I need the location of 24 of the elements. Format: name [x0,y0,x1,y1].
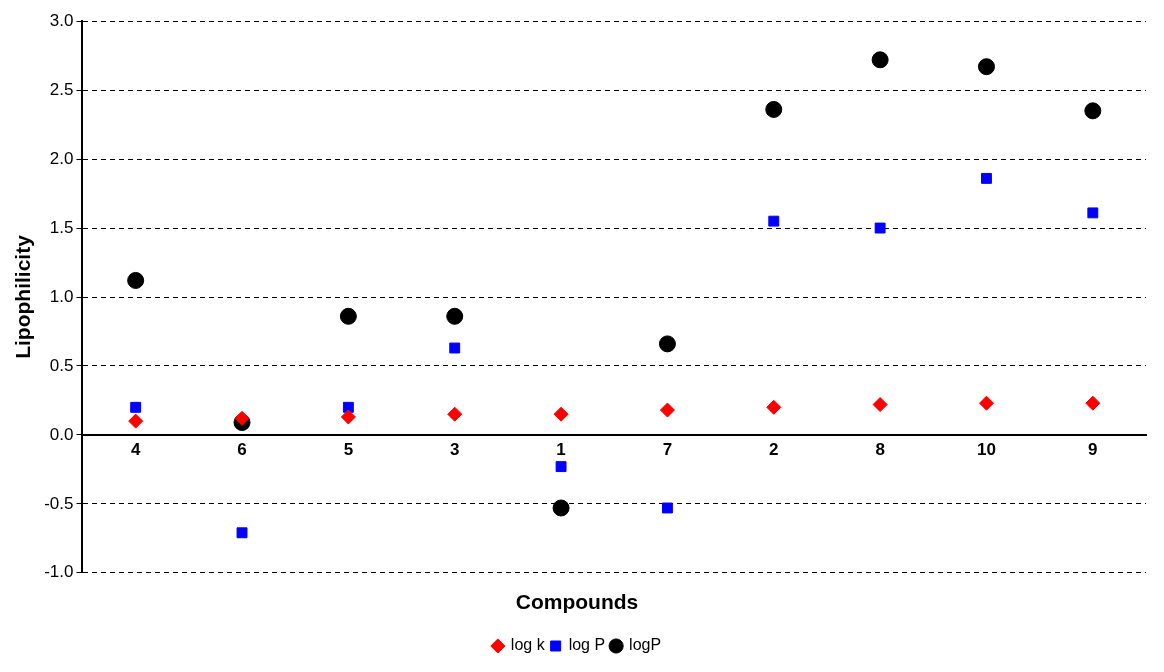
legend-label: log P [568,636,606,654]
y-tick-label: 0.0 [49,424,74,444]
y-tick-label: 2.0 [49,148,74,168]
y-tick-label: 0.5 [49,355,74,375]
x-tick-label: 1 [556,439,566,459]
x-tick-label: 7 [662,439,673,459]
y-axis-title: Lipophilicity [11,234,35,359]
y-tick-label: -0.5 [44,493,74,513]
x-tick-label: 6 [237,439,247,459]
x-tick-label: 4 [130,439,141,459]
y-tick-label: 3.0 [49,10,74,30]
y-tick-label: 1.0 [49,286,74,306]
x-tick-label: 2 [769,439,779,459]
x-tick-label: 8 [875,439,885,459]
x-axis-title: Compounds [515,590,639,614]
legend-label: logP [629,636,662,654]
y-tick-label: 1.5 [49,217,74,237]
x-tick-label: 9 [1088,439,1098,459]
x-tick-label: 5 [343,439,354,459]
y-tick-label: -1.0 [44,562,74,582]
x-tick-label: 10 [977,439,996,459]
legend-label: log k [510,636,546,654]
y-tick-label: 2.5 [49,79,74,99]
x-tick-label: 3 [449,439,460,459]
